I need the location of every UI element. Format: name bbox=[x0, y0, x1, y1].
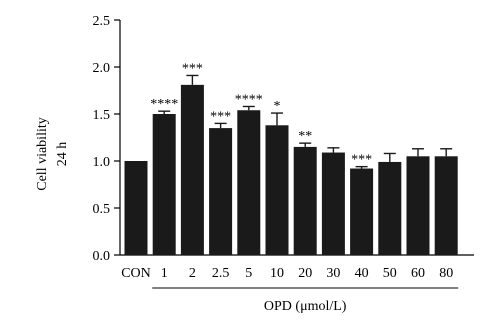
x-tick-label: 20 bbox=[298, 266, 312, 281]
x-tick-label: 40 bbox=[355, 266, 369, 281]
bar bbox=[180, 84, 204, 255]
bar bbox=[350, 168, 374, 255]
significance-label: ** bbox=[298, 129, 312, 144]
bar bbox=[124, 161, 148, 255]
bar bbox=[406, 156, 430, 255]
x-tick-label: 60 bbox=[411, 266, 425, 281]
y-tick-label: 2.0 bbox=[93, 61, 111, 76]
y-tick-label: 1.5 bbox=[93, 108, 111, 123]
bar bbox=[321, 152, 345, 255]
x-tick-label: 80 bbox=[439, 266, 453, 281]
x-tick-label: 1 bbox=[161, 266, 168, 281]
significance-label: *** bbox=[182, 61, 203, 76]
x-tick-label: 5 bbox=[245, 266, 252, 281]
y-ticks: 0.0 0.5 1.0 1.5 2.0 2.5 bbox=[93, 14, 120, 264]
x-tick-label: 50 bbox=[383, 266, 397, 281]
x-tick-label: 2.5 bbox=[212, 266, 230, 281]
x-tick-label: 10 bbox=[270, 266, 284, 281]
bar bbox=[209, 128, 233, 255]
bar bbox=[434, 156, 458, 255]
significance-label: **** bbox=[150, 97, 178, 112]
significance-label: **** bbox=[235, 92, 263, 107]
x-tick-label: CON bbox=[121, 266, 151, 281]
y-tick-label: 2.5 bbox=[93, 14, 111, 29]
significance-label: * bbox=[274, 99, 281, 114]
x-group-annotation: OPD (μmol/L) bbox=[152, 287, 459, 314]
x-tick-label: 30 bbox=[326, 266, 340, 281]
y-axis-title-line2: 24 h bbox=[55, 142, 70, 167]
significance-label: *** bbox=[210, 109, 231, 124]
y-tick-label: 0.0 bbox=[93, 249, 111, 264]
x-group-label: OPD (μmol/L) bbox=[264, 299, 347, 314]
bar bbox=[265, 125, 289, 255]
x-tick-label: 2 bbox=[189, 266, 196, 281]
bar bbox=[293, 146, 317, 255]
bar bbox=[152, 114, 176, 255]
y-tick-label: 1.0 bbox=[93, 155, 111, 170]
y-axis-title: Cell viability 24 h bbox=[35, 117, 70, 191]
significance-label: *** bbox=[351, 153, 372, 168]
x-tick-labels: CON 1 2 2.5 5 10 20 30 40 50 60 80 bbox=[121, 266, 453, 281]
bar bbox=[378, 161, 402, 255]
y-tick-label: 0.5 bbox=[93, 202, 111, 217]
bars: ************** ****** bbox=[124, 61, 458, 256]
bar bbox=[237, 110, 261, 256]
y-axis-title-line1: Cell viability bbox=[35, 117, 50, 191]
